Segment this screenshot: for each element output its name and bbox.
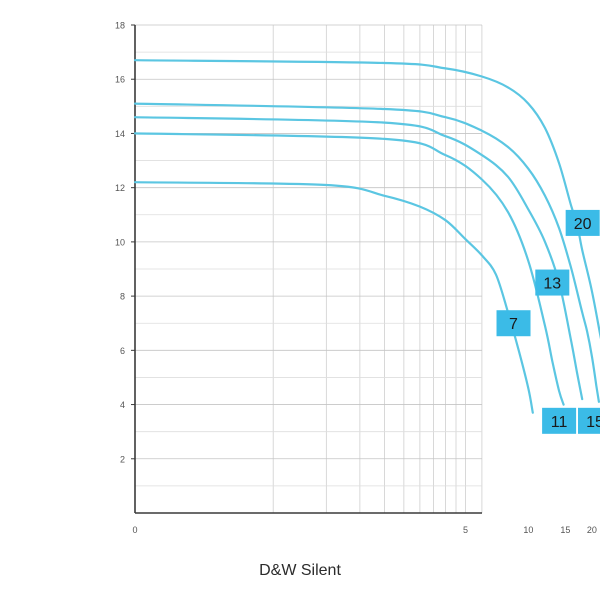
series-label-20: 20 (574, 216, 592, 233)
series-label-7: 7 (509, 316, 518, 333)
series-label-box-7 (496, 310, 531, 337)
series-label-box-15 (578, 407, 600, 434)
series-label-box-13 (535, 269, 570, 296)
series-label-box-11 (542, 407, 577, 434)
x-tick-label: 15 (560, 525, 570, 535)
y-tick-label: 12 (115, 183, 125, 193)
chart-title: D&W Silent (259, 562, 341, 579)
series-line-11 (133, 132, 565, 406)
y-tick-label: 16 (115, 75, 125, 85)
x-tick-label: 20 (587, 525, 597, 535)
y-tick-label: 8 (120, 292, 125, 302)
series-line-7 (133, 181, 534, 414)
series-line-15 (133, 102, 600, 403)
series-label-box-20 (565, 209, 600, 236)
series-label-15: 15 (586, 414, 600, 431)
series-label-11: 11 (551, 414, 568, 431)
x-tick-label: 5 (463, 525, 468, 535)
y-tick-label: 2 (120, 454, 125, 464)
y-tick-label: 18 (115, 21, 125, 31)
x-tick-label: 10 (523, 525, 533, 535)
series-line-20 (133, 59, 600, 340)
x-tick-label: 0 (132, 525, 137, 535)
series-line-13 (133, 116, 584, 401)
y-tick-label: 6 (120, 346, 125, 356)
y-tick-label: 10 (115, 237, 125, 247)
y-tick-label: 4 (120, 400, 125, 410)
y-tick-label: 14 (115, 129, 125, 139)
series-label-13: 13 (543, 276, 561, 293)
